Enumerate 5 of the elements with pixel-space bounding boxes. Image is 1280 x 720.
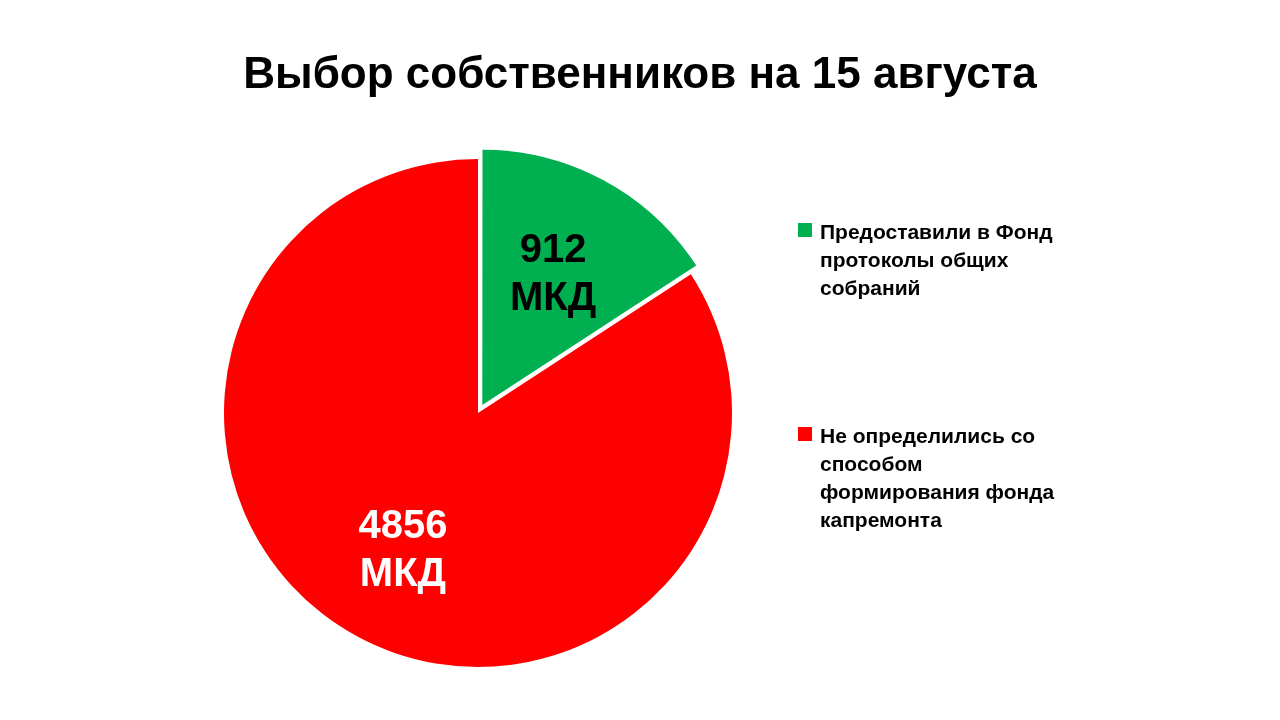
legend-label: Предоставили в Фонд протоколы общих собраний xyxy=(820,219,1054,301)
legend-label: Не определились со способом формирования фонда капремонта xyxy=(820,423,1056,533)
data-label: 4856 МКД xyxy=(358,502,448,595)
chart-title: Выбор собственников на 15 августа xyxy=(242,48,1038,98)
data-label: 912 МКД xyxy=(509,225,597,318)
